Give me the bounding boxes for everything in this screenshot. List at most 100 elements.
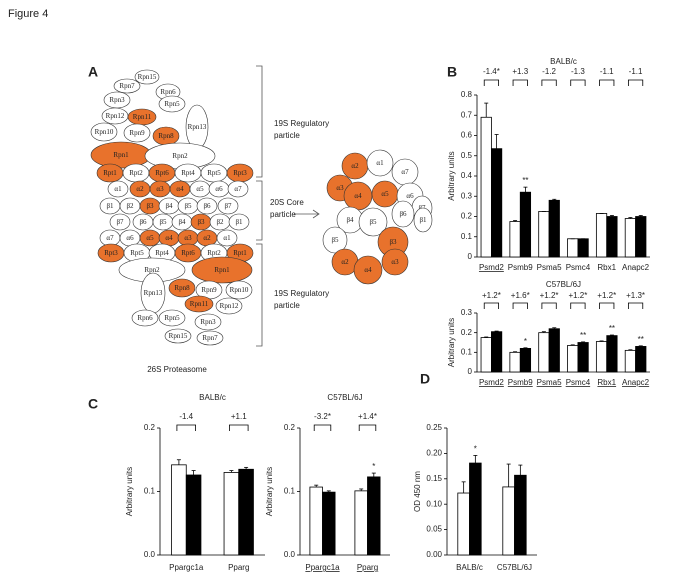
subunit: α2 [196, 229, 218, 247]
subunit: β1 [99, 197, 121, 215]
subunit-shape [191, 256, 253, 284]
bar [595, 341, 608, 373]
subunit-label: α5 [381, 190, 389, 198]
bracket [541, 79, 557, 86]
bracket-label: -3.2* [314, 412, 331, 421]
subunit: α2 [341, 152, 369, 180]
y-tick-label: 0.00 [426, 550, 442, 559]
figure-title: Figure 4 [8, 8, 48, 20]
bar [624, 218, 636, 258]
subunit: Rpt6 [148, 163, 176, 183]
bar [567, 345, 579, 373]
subunit-label: α4 [176, 185, 184, 193]
subunit-label: α6 [406, 192, 414, 200]
subunit-label: Rpn6 [137, 314, 153, 322]
subunit-label: Rpn13 [188, 123, 207, 131]
subunit: Rpt6 [174, 243, 202, 263]
subunit-shape [353, 255, 383, 285]
subunit-shape [194, 313, 222, 331]
subunit-shape [413, 207, 433, 233]
subunit-shape [381, 248, 409, 276]
subunit: α7 [99, 229, 121, 247]
bar [469, 462, 482, 556]
subunit-label: Rpn9 [129, 129, 145, 137]
subunit: Rpn6 [131, 309, 159, 327]
bar [185, 474, 202, 556]
bracket-label: +1.2* [482, 291, 501, 300]
subunit-shape [216, 229, 238, 247]
subunit-label: Rpn8 [174, 284, 190, 292]
subunit: Rpn8 [152, 126, 180, 146]
subunit-label: Rpn15 [169, 332, 188, 340]
bar [519, 347, 532, 373]
chart-title: C57BL/6J [546, 280, 581, 289]
y-axis-label: Arbitrary units [125, 467, 134, 516]
x-tick-label: Ppargc1a [169, 563, 204, 572]
x-tick-label: Ppargc1a [305, 563, 340, 572]
bar [624, 349, 636, 373]
bar [548, 328, 560, 373]
bar [509, 221, 521, 258]
bracket-label: +1.2* [568, 291, 587, 300]
subunit-label: Rpn7 [202, 334, 218, 342]
subunit-label: β2 [126, 202, 134, 210]
bracket-label: +1.1 [231, 412, 247, 421]
subunit-label: Rpn8 [158, 132, 174, 140]
subunit-label: β1 [235, 218, 243, 226]
subunit-shape [107, 180, 129, 198]
bracket-label: 19S Regulatory [274, 119, 329, 128]
bar [223, 472, 240, 556]
subunit: Rpn3 [194, 313, 222, 331]
x-tick-label: Psma5 [537, 378, 562, 387]
subunit-shape [366, 149, 394, 177]
subunit-label: Rpt4 [155, 249, 169, 257]
bracket-label: 20S Core [270, 198, 304, 207]
bracket-label: -1.4* [483, 67, 500, 76]
y-axis-label: Arbitrary units [447, 318, 456, 367]
x-tick-label: Pparg [357, 563, 378, 572]
y-tick-label: 0.10 [426, 499, 442, 508]
subunit-shape [168, 278, 196, 298]
caption: 26S Proteasome [147, 365, 207, 374]
subunit-label: α3 [184, 234, 192, 242]
bar [367, 476, 381, 556]
significance: * [524, 337, 527, 346]
subunit: β6 [132, 213, 154, 231]
x-tick-label: Anapc2 [622, 378, 650, 387]
subunit: Rpn7 [113, 78, 141, 94]
bar [606, 216, 618, 258]
subunit-label: α3 [336, 184, 344, 192]
brackets [256, 65, 320, 347]
subunit-label: α1 [114, 185, 122, 193]
subunit-label: α1 [223, 234, 231, 242]
subunit-label: Rpn13 [144, 289, 163, 297]
subunit-label: Rpn11 [190, 300, 209, 308]
subunit-label: β3 [197, 218, 205, 226]
bar [491, 331, 503, 373]
subunit: Rpn12 [101, 107, 129, 125]
subunit-label: Rpt2 [207, 249, 221, 257]
bar [538, 211, 550, 258]
subunit-label: Rpt1 [103, 169, 117, 177]
bracket [599, 79, 615, 86]
significance: ** [638, 335, 644, 344]
y-axis-label: OD 450 nm [413, 471, 422, 512]
subunit-label: β5 [159, 218, 167, 226]
subunit: β6 [391, 200, 415, 228]
subunit: α3 [381, 248, 409, 276]
subunit-label: Rpn5 [164, 314, 180, 322]
subunit: Rpt3 [97, 243, 125, 263]
subunit: Rpn9 [123, 123, 151, 143]
bar [491, 148, 503, 258]
subunit-label: β3 [146, 202, 154, 210]
subunit-label: β3 [389, 238, 397, 246]
bracket [627, 79, 644, 86]
subunit-label: α6 [215, 185, 223, 193]
bar [514, 474, 527, 556]
subunit-label: Rpt2 [129, 169, 143, 177]
bracket-label: +1.6* [511, 291, 530, 300]
significance: ** [522, 176, 528, 185]
subunit-label: β5 [184, 202, 192, 210]
bracket-label: +1.4* [358, 412, 377, 421]
bracket-label: -1.1 [629, 67, 643, 76]
